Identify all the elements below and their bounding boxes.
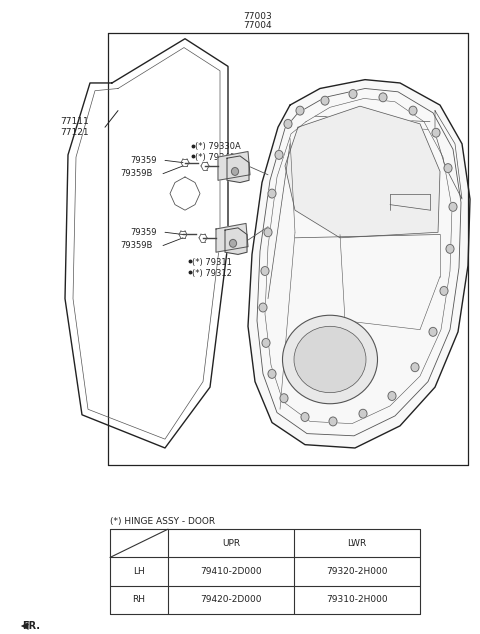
Circle shape	[264, 228, 272, 236]
Text: (*) 79340: (*) 79340	[195, 153, 235, 162]
Text: 79359B: 79359B	[120, 241, 152, 250]
Text: 79359B: 79359B	[120, 169, 152, 178]
Text: 79359: 79359	[130, 156, 156, 165]
Text: (*) HINGE ASSY - DOOR: (*) HINGE ASSY - DOOR	[110, 517, 215, 526]
Circle shape	[411, 363, 419, 372]
Circle shape	[231, 167, 239, 176]
Circle shape	[321, 96, 329, 105]
Text: 79320-2H000: 79320-2H000	[326, 567, 388, 576]
Circle shape	[261, 266, 269, 275]
Circle shape	[444, 164, 452, 172]
Circle shape	[359, 410, 367, 418]
Polygon shape	[285, 106, 440, 238]
Circle shape	[275, 150, 283, 159]
Polygon shape	[248, 80, 470, 448]
Circle shape	[388, 392, 396, 401]
Polygon shape	[225, 228, 247, 254]
Text: 77004: 77004	[244, 21, 272, 30]
Text: 79420-2D000: 79420-2D000	[200, 595, 262, 604]
Circle shape	[284, 119, 292, 128]
Text: (*) 79312: (*) 79312	[192, 269, 232, 278]
Circle shape	[259, 303, 267, 312]
Circle shape	[301, 413, 309, 422]
Circle shape	[229, 240, 237, 247]
Circle shape	[429, 327, 437, 336]
Text: UPR: UPR	[222, 539, 240, 548]
Polygon shape	[227, 156, 249, 183]
Text: LH: LH	[133, 567, 145, 576]
Text: 79410-2D000: 79410-2D000	[200, 567, 262, 576]
Circle shape	[449, 202, 457, 211]
Text: (*) 79311: (*) 79311	[192, 257, 232, 267]
Polygon shape	[216, 223, 248, 252]
Text: 77121: 77121	[60, 128, 89, 137]
Circle shape	[268, 370, 276, 378]
Circle shape	[268, 189, 276, 198]
Text: RH: RH	[132, 595, 145, 604]
Circle shape	[446, 245, 454, 254]
Circle shape	[262, 339, 270, 347]
Text: LWR: LWR	[348, 539, 367, 548]
Polygon shape	[218, 152, 250, 180]
Ellipse shape	[283, 315, 377, 404]
Circle shape	[280, 394, 288, 403]
Circle shape	[349, 89, 357, 98]
Text: 79310-2H000: 79310-2H000	[326, 595, 388, 604]
Text: 79359: 79359	[130, 228, 156, 236]
Ellipse shape	[294, 327, 366, 392]
Circle shape	[329, 417, 337, 426]
Circle shape	[379, 93, 387, 102]
Circle shape	[409, 106, 417, 115]
Circle shape	[432, 128, 440, 137]
Text: 77111: 77111	[60, 117, 89, 126]
Text: (*) 79330A: (*) 79330A	[195, 141, 241, 150]
Text: FR.: FR.	[22, 621, 40, 631]
Text: 77003: 77003	[244, 12, 272, 21]
Circle shape	[296, 106, 304, 115]
Circle shape	[440, 287, 448, 295]
